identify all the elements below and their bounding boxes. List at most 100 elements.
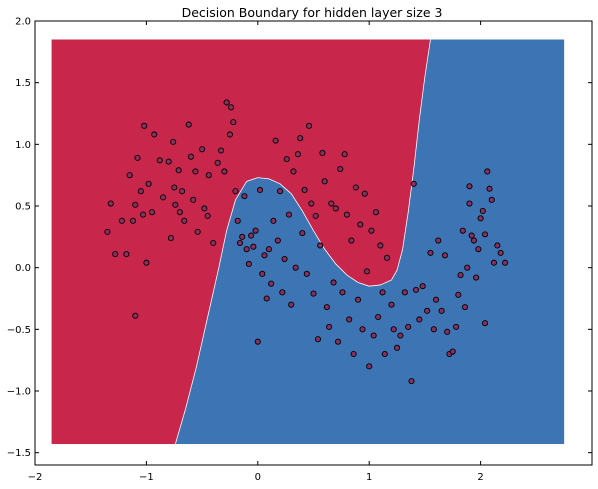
data-point bbox=[236, 239, 244, 247]
data-point bbox=[484, 168, 491, 175]
data-point bbox=[332, 205, 339, 212]
data-point bbox=[292, 264, 299, 271]
data-point bbox=[274, 237, 281, 244]
data-point bbox=[223, 99, 230, 106]
data-point bbox=[134, 154, 141, 161]
data-point bbox=[277, 188, 284, 195]
data-point bbox=[317, 242, 324, 249]
data-point bbox=[175, 167, 182, 174]
y-tick-label: 2.0 bbox=[15, 17, 31, 28]
data-point bbox=[350, 350, 357, 358]
data-point bbox=[268, 280, 275, 287]
data-point bbox=[156, 157, 163, 164]
data-point bbox=[192, 168, 199, 175]
data-point bbox=[419, 283, 426, 290]
data-point bbox=[201, 205, 208, 212]
data-point bbox=[299, 230, 306, 237]
data-point bbox=[112, 251, 119, 258]
data-point bbox=[477, 215, 484, 222]
data-point bbox=[372, 209, 379, 216]
y-tick-label: −0.5 bbox=[7, 325, 31, 336]
data-point bbox=[228, 104, 235, 111]
data-point bbox=[482, 320, 489, 327]
data-point bbox=[107, 200, 114, 207]
data-point bbox=[381, 350, 388, 358]
data-point bbox=[308, 200, 315, 207]
data-point bbox=[181, 217, 188, 224]
data-point bbox=[132, 312, 139, 319]
data-point bbox=[457, 272, 464, 279]
data-point bbox=[310, 290, 317, 297]
data-point bbox=[132, 201, 139, 208]
decision-boundary-line bbox=[174, 39, 431, 445]
data-point bbox=[104, 228, 111, 235]
data-point bbox=[494, 242, 501, 249]
data-point bbox=[261, 252, 268, 259]
data-point bbox=[348, 237, 355, 244]
data-point bbox=[405, 323, 412, 330]
data-point bbox=[375, 313, 382, 321]
data-point bbox=[160, 194, 167, 201]
data-point bbox=[502, 259, 509, 266]
data-point bbox=[408, 378, 415, 385]
data-point bbox=[475, 246, 482, 253]
data-point bbox=[143, 259, 150, 266]
data-point bbox=[323, 304, 330, 311]
data-point bbox=[185, 121, 192, 128]
data-point bbox=[424, 307, 431, 314]
data-point bbox=[379, 289, 386, 296]
data-point bbox=[468, 232, 475, 239]
data-point bbox=[337, 165, 344, 173]
data-point bbox=[321, 178, 328, 185]
data-point bbox=[234, 217, 241, 224]
data-point bbox=[288, 301, 295, 308]
data-point bbox=[297, 135, 304, 142]
data-point bbox=[248, 232, 255, 239]
y-tick-label: 0.0 bbox=[15, 263, 31, 274]
data-point bbox=[343, 211, 350, 218]
data-point bbox=[466, 200, 473, 207]
data-point bbox=[455, 291, 462, 298]
data-point bbox=[272, 137, 279, 144]
data-point bbox=[359, 326, 366, 333]
data-point bbox=[190, 196, 197, 203]
data-point bbox=[388, 301, 395, 308]
region-class-0 bbox=[51, 39, 431, 445]
data-point bbox=[221, 168, 228, 175]
y-tick-label: 0.5 bbox=[15, 202, 31, 213]
x-tick-label: 0 bbox=[255, 472, 261, 483]
data-point bbox=[464, 264, 471, 271]
data-point bbox=[430, 326, 437, 333]
data-point bbox=[129, 217, 137, 224]
data-point bbox=[438, 307, 445, 314]
data-point bbox=[141, 122, 148, 129]
data-point bbox=[270, 217, 277, 224]
data-point bbox=[453, 323, 460, 330]
data-point bbox=[165, 158, 172, 165]
data-point bbox=[178, 188, 186, 195]
data-point bbox=[341, 151, 348, 158]
data-point bbox=[226, 131, 233, 138]
data-point bbox=[263, 295, 270, 302]
data-point bbox=[416, 316, 423, 323]
data-point bbox=[283, 156, 290, 163]
data-point bbox=[172, 201, 179, 208]
data-point bbox=[412, 286, 420, 293]
data-point bbox=[339, 289, 346, 296]
data-point bbox=[361, 190, 368, 197]
data-point bbox=[259, 270, 266, 277]
data-point bbox=[250, 243, 257, 250]
data-point bbox=[490, 259, 498, 266]
data-point bbox=[145, 180, 152, 187]
data-point bbox=[377, 242, 384, 249]
x-tick-label: 1 bbox=[366, 472, 372, 483]
data-point bbox=[444, 328, 451, 335]
data-point bbox=[383, 254, 391, 261]
data-point bbox=[171, 184, 178, 191]
data-point bbox=[479, 207, 486, 214]
data-point bbox=[199, 146, 206, 153]
decision-regions bbox=[51, 39, 565, 445]
data-point bbox=[176, 209, 183, 216]
data-point bbox=[241, 193, 248, 200]
